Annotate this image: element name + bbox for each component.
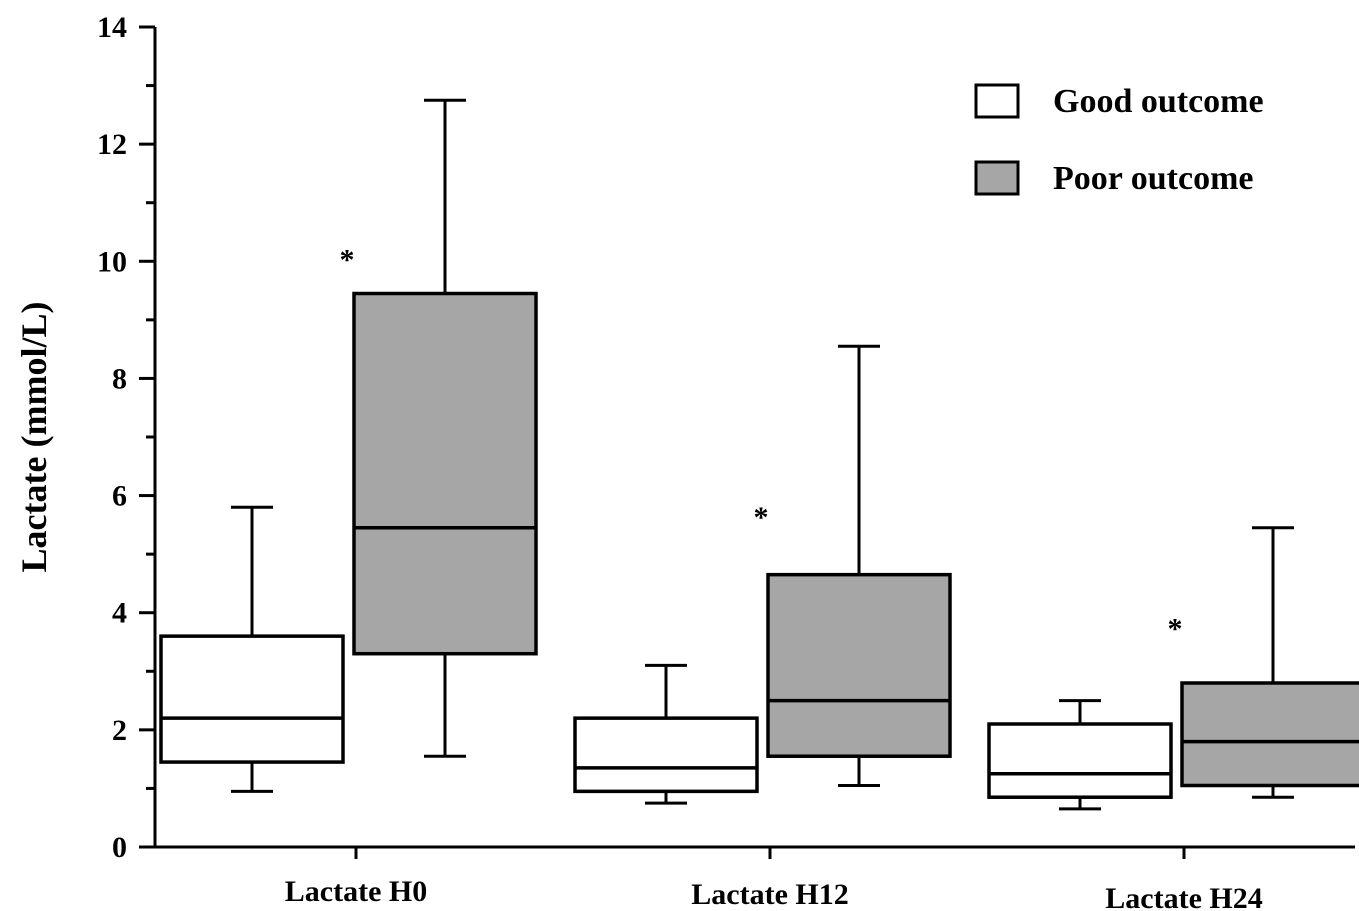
- box-iqr: [573, 716, 759, 794]
- x-tick-label: Lactate H24: [1105, 882, 1262, 911]
- box-good-1: [573, 663, 759, 805]
- y-tick-label: 12: [97, 128, 127, 161]
- box-good-2: [987, 699, 1173, 811]
- box-poor-1: [766, 344, 952, 787]
- legend-label: Poor outcome: [1053, 160, 1253, 197]
- box-iqr: [987, 722, 1173, 799]
- y-tick-label: 4: [112, 597, 127, 630]
- y-tick-label: 8: [112, 362, 127, 395]
- y-axis-label: Lactate (mmol/L): [14, 302, 54, 573]
- box-iqr: [766, 572, 952, 758]
- legend: Good outcome Poor outcome: [974, 83, 1264, 197]
- box-iqr: [159, 634, 345, 764]
- box-poor-2: [1180, 526, 1359, 799]
- box-iqr: [352, 291, 538, 656]
- box-poor-0: [352, 98, 538, 758]
- y-tick-label: 0: [112, 831, 127, 864]
- significance-marker: *: [1168, 612, 1183, 645]
- boxes: * * *: [159, 98, 1359, 811]
- significance-marker: *: [340, 243, 355, 276]
- x-tick-label: Lactate H12: [691, 878, 848, 911]
- y-tick-label: 2: [112, 714, 127, 747]
- significance-marker: *: [754, 501, 769, 534]
- x-tick-label: Lactate H0: [285, 875, 427, 908]
- box-good-0: [159, 505, 345, 793]
- box-iqr: [1180, 681, 1359, 788]
- y-tick-label: 10: [97, 245, 127, 278]
- y-tick-label: 14: [97, 11, 127, 44]
- y-tick-label: 6: [112, 480, 127, 513]
- axes: 0 2 4 6 8 10 12 14 Lactate H0 Lactate H12 Lactate …: [97, 11, 1355, 911]
- legend-swatch: [974, 83, 1020, 119]
- legend-label: Good outcome: [1053, 83, 1264, 120]
- legend-swatch: [974, 160, 1020, 196]
